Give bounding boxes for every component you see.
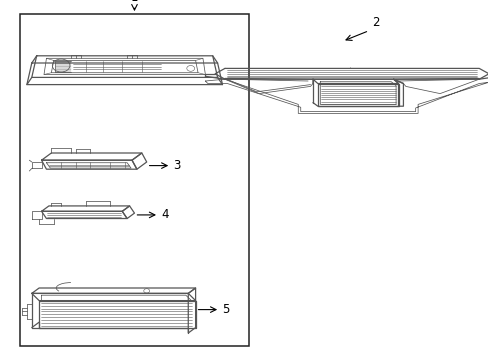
Text: 4: 4 (161, 208, 168, 221)
Text: 5: 5 (222, 303, 229, 316)
Text: 1: 1 (130, 0, 138, 4)
Text: 2: 2 (372, 16, 379, 29)
Bar (20, 14, 249, 346)
Text: 3: 3 (173, 159, 181, 172)
